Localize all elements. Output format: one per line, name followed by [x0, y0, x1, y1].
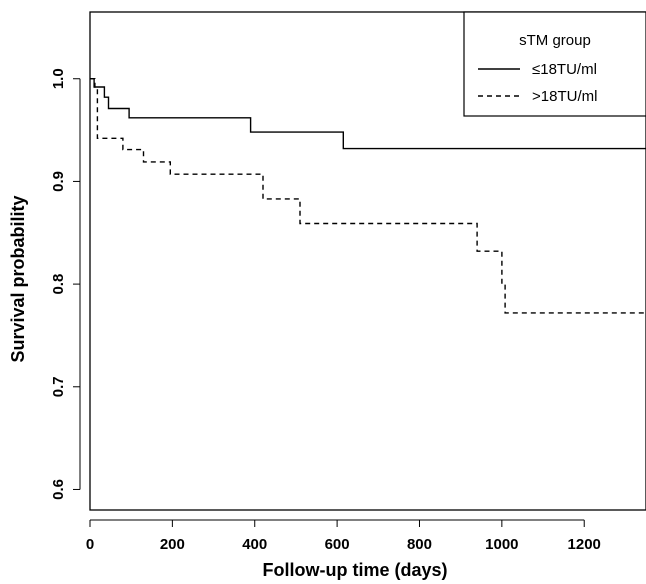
y-tick-label: 0.9	[50, 171, 67, 192]
series-layer	[90, 78, 646, 314]
x-tick-label: 400	[242, 536, 267, 553]
x-tick-label: 800	[407, 536, 432, 553]
y-axis: 0.6 0.7 0.8 0.9 1.0	[50, 68, 81, 500]
x-tick-label: 0	[86, 536, 94, 553]
y-tick-label: 0.6	[50, 479, 67, 500]
y-axis-label: Survival probability	[8, 195, 28, 362]
series-line-1	[90, 78, 646, 150]
plot-frame	[89, 11, 646, 511]
x-axis: 0 200 400 600 800 1000 1200	[86, 519, 601, 553]
legend-label-2: >18TU/ml	[532, 88, 597, 105]
y-tick-label: 1.0	[50, 68, 67, 89]
y-tick-label: 0.7	[50, 376, 67, 397]
x-axis-label: Follow-up time (days)	[262, 560, 447, 580]
y-tick-label: 0.8	[50, 274, 67, 295]
x-tick-label: 200	[160, 536, 185, 553]
legend: sTM group ≤18TU/ml >18TU/ml	[463, 11, 646, 117]
x-tick-label: 1000	[485, 536, 518, 553]
legend-box	[463, 11, 646, 117]
legend-label-1: ≤18TU/ml	[532, 61, 597, 78]
x-tick-label: 600	[325, 536, 350, 553]
x-tick-label: 1200	[568, 536, 601, 553]
legend-title: sTM group	[519, 32, 591, 49]
